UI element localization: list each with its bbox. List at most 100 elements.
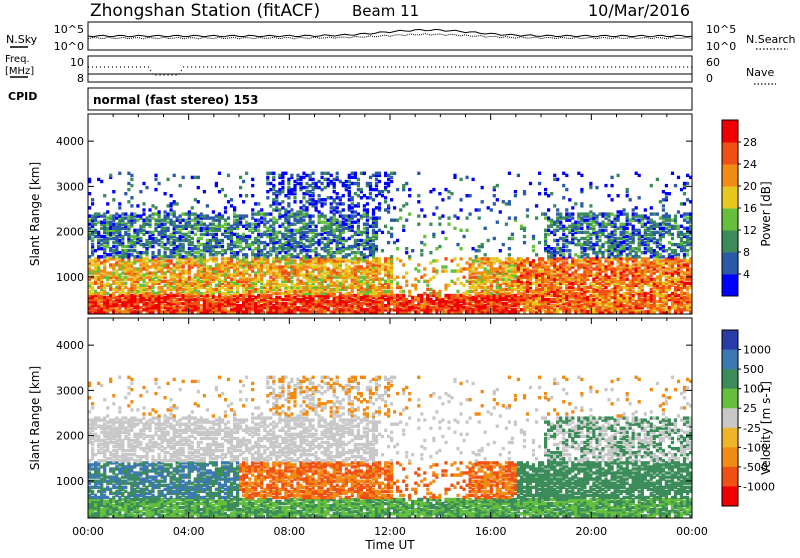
power-heatmap-cell xyxy=(121,227,124,230)
power-heatmap-cell xyxy=(272,192,275,195)
freq-left-tick-bottom: 8 xyxy=(77,72,84,85)
power-heatmap-cell xyxy=(242,225,245,228)
power-heatmap-cell xyxy=(565,239,568,242)
power-heatmap-cell xyxy=(293,184,296,187)
power-heatmap-cell xyxy=(103,259,106,262)
power-heatmap-cell xyxy=(302,196,305,199)
power-heatmap-cell xyxy=(305,174,308,177)
power-heatmap-cell xyxy=(164,227,167,230)
power-heatmap-cell xyxy=(321,237,324,240)
power-heatmap-cell xyxy=(133,212,136,215)
power-heatmap-cell xyxy=(142,284,145,287)
power-heatmap-cell xyxy=(318,180,321,183)
power-heatmap-cell xyxy=(173,239,176,242)
power-heatmap-cell xyxy=(182,261,185,264)
power-heatmap-cell xyxy=(466,261,469,264)
power-heatmap-cell xyxy=(450,294,453,297)
power-heatmap-cell xyxy=(290,188,293,191)
power-heatmap-cell xyxy=(293,290,296,293)
power-heatmap-cell xyxy=(333,190,336,193)
power-heatmap-cell xyxy=(472,178,475,181)
power-heatmap-cell xyxy=(170,212,173,215)
power-heatmap-cell xyxy=(254,219,257,222)
power-heatmap-cell xyxy=(173,247,176,250)
power-heatmap-cell xyxy=(299,227,302,230)
power-heatmap-cell xyxy=(278,202,281,205)
power-heatmap-cell xyxy=(475,255,478,258)
power-heatmap-cell xyxy=(170,271,173,274)
power-heatmap-cell xyxy=(466,302,469,305)
power-heatmap-cell xyxy=(142,243,145,246)
beam-label: Beam 11 xyxy=(352,2,419,20)
power-heatmap-cell xyxy=(414,296,417,299)
power-heatmap-cell xyxy=(133,284,136,287)
power-heatmap-cell xyxy=(145,292,148,295)
power-heatmap-cell xyxy=(227,216,230,219)
power-heatmap-cell xyxy=(562,290,565,293)
power-heatmap-cell xyxy=(460,304,463,307)
power-heatmap-cell xyxy=(200,227,203,230)
power-heatmap-cell xyxy=(508,304,511,307)
power-heatmap-cell xyxy=(342,221,345,224)
power-heatmap-cell xyxy=(164,247,167,250)
power-heatmap-cell xyxy=(378,257,381,260)
power-heatmap-cell xyxy=(556,282,559,285)
power-heatmap-cell xyxy=(547,245,550,248)
power-heatmap-cell xyxy=(290,286,293,289)
power-heatmap-cell xyxy=(324,202,327,205)
power-heatmap-cell xyxy=(378,229,381,232)
power-heatmap-cell xyxy=(447,196,450,199)
power-heatmap-cell xyxy=(182,176,185,179)
power-heatmap-cell xyxy=(315,233,318,236)
power-heatmap-cell xyxy=(281,180,284,183)
power-heatmap-cell xyxy=(562,196,565,199)
power-heatmap-cell xyxy=(136,298,139,301)
power-heatmap-cell xyxy=(414,284,417,287)
power-heatmap-cell xyxy=(384,186,387,189)
power-heatmap-cell xyxy=(170,208,173,211)
power-heatmap-cell xyxy=(158,239,161,242)
power-heatmap-cell xyxy=(266,176,269,179)
power-heatmap-cell xyxy=(423,292,426,295)
power-heatmap-cell xyxy=(574,276,577,279)
power-heatmap-cell xyxy=(369,276,372,279)
power-heatmap-cell xyxy=(420,249,423,252)
power-heatmap-cell xyxy=(212,300,215,303)
power-heatmap-cell xyxy=(130,184,133,187)
power-heatmap-cell xyxy=(103,235,106,238)
power-heatmap-cell xyxy=(173,200,176,203)
power-heatmap-cell xyxy=(161,306,164,309)
power-heatmap-cell xyxy=(170,202,173,205)
power-heatmap-cell xyxy=(272,198,275,201)
power-heatmap-cell xyxy=(511,267,514,270)
power-heatmap-cell xyxy=(151,251,154,254)
power-heatmap-cell xyxy=(375,231,378,234)
power-heatmap-cell xyxy=(399,308,402,311)
power-heatmap-cell xyxy=(345,263,348,266)
power-heatmap-cell xyxy=(296,253,299,256)
power-heatmap-cell xyxy=(296,298,299,301)
power-heatmap-cell xyxy=(260,273,263,276)
power-heatmap-cell xyxy=(324,243,327,246)
power-heatmap-cell xyxy=(372,239,375,242)
power-heatmap-cell xyxy=(154,178,157,181)
power-heatmap-cell xyxy=(402,294,405,297)
power-heatmap-cell xyxy=(309,284,312,287)
power-heatmap-cell xyxy=(315,276,318,279)
power-heatmap-cell xyxy=(109,247,112,250)
power-heatmap-cell xyxy=(571,300,574,303)
power-heatmap-cell xyxy=(556,229,559,232)
power-heatmap-cell xyxy=(170,282,173,285)
power-heatmap-cell xyxy=(312,186,315,189)
power-heatmap-cell xyxy=(224,219,227,222)
power-heatmap-cell xyxy=(257,265,260,268)
power-heatmap-cell xyxy=(472,304,475,307)
power-heatmap-cell xyxy=(142,229,145,232)
power-heatmap-cell xyxy=(499,265,502,268)
power-heatmap-cell xyxy=(405,251,408,254)
power-heatmap-cell xyxy=(414,267,417,270)
power-heatmap-cell xyxy=(378,180,381,183)
power-heatmap-cell xyxy=(203,190,206,193)
power-heatmap-cell xyxy=(206,265,209,268)
